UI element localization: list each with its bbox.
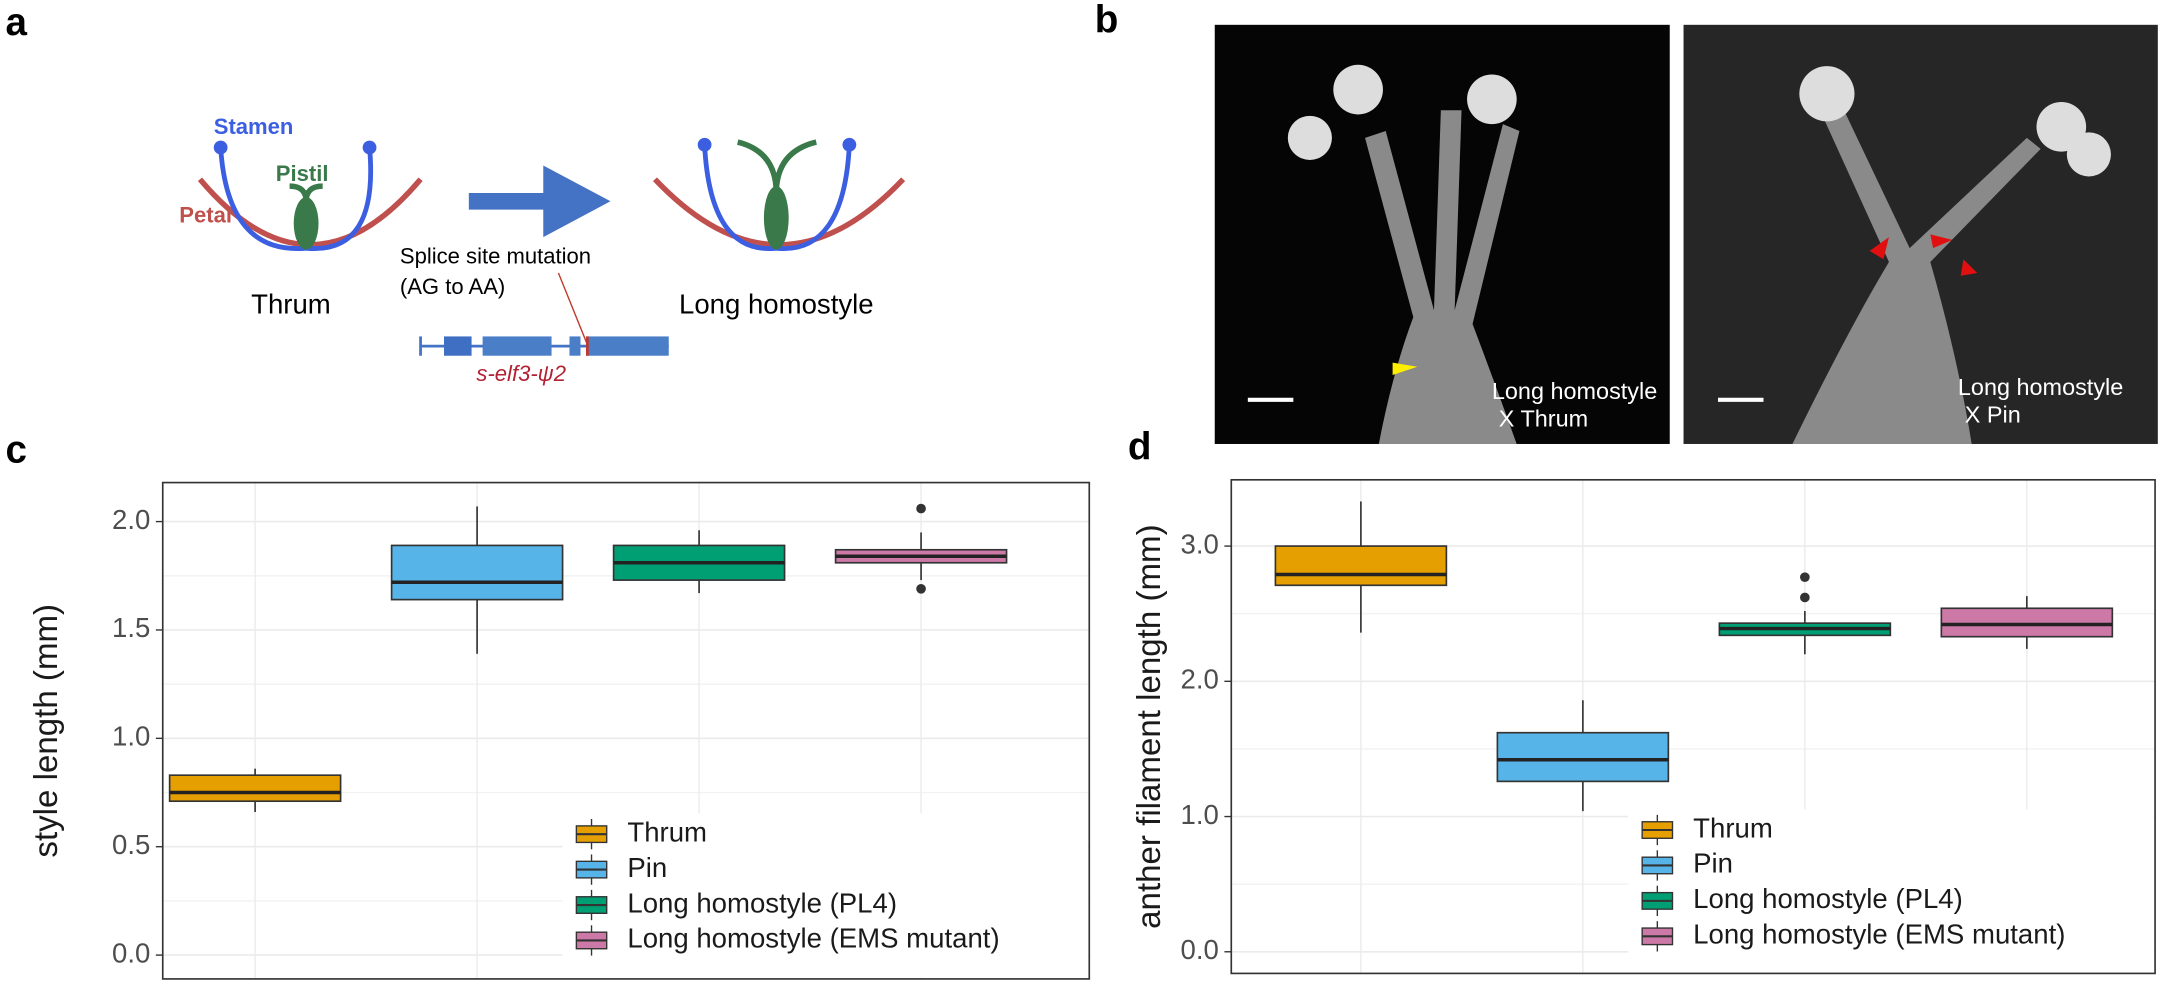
panel-label: a [6,1,28,44]
photo-label: X Pin [1965,402,2021,428]
label: Thrum [251,288,331,319]
legend-label: Long homostyle (EMS mutant) [627,923,999,954]
arrow [468,165,611,238]
box [1940,607,2114,638]
plot-border [161,481,1091,980]
label: Long homostyle [679,288,874,319]
anther [1799,66,1855,122]
legend-label: Pin [1693,848,1733,879]
anther [1333,64,1383,115]
photo-label: X Thrum [1499,406,1588,432]
y-tick-label: 2.0 [112,504,150,535]
panel-label: b [1095,0,1119,41]
arrowhead [1930,234,1953,249]
legend-label: Long homostyle (EMS mutant) [1693,919,2065,950]
outlier [916,583,926,594]
outlier [1800,572,1810,583]
outlier [916,503,926,514]
box [168,774,342,803]
anther [1467,74,1517,125]
diagram: Stamen Pistil Petal Thrum Long homostyle… [179,114,906,386]
flower [1792,103,2041,444]
legend-label: Thrum [627,816,707,847]
box [1496,731,1670,783]
y-axis-title: anther filament length (mm) [1131,524,1168,928]
label: Splice site mutation [400,244,591,269]
anther [213,140,228,155]
anther [362,140,377,155]
y-tick-label: 0.5 [112,829,150,860]
exon [586,336,669,356]
arrowhead [1960,259,1978,276]
legend-background [562,813,1088,978]
exon [444,336,472,356]
exon [569,336,581,356]
exon [482,336,552,356]
anther [1287,115,1332,160]
y-tick-label: 3.0 [1181,528,1219,559]
pistil [293,197,319,250]
anther [2066,132,2111,177]
legend-label: Pin [627,852,667,883]
pointer [557,272,589,345]
photos: Long homostyle X Thrum Long homostyle X … [1214,24,2158,444]
photo-label: Long homostyle [1958,374,2123,400]
outlier [1800,592,1810,603]
pistil [763,186,789,250]
arrowhead [1869,237,1889,260]
y-tick-label: 0.0 [1181,934,1219,965]
y-tick-label: 2.0 [1181,664,1219,695]
style [736,139,817,194]
legend-label: Long homostyle (PL4) [627,887,897,918]
label: Pistil [276,161,329,186]
style [289,183,323,202]
label: s-elf3-ψ2 [476,361,566,386]
box [1274,545,1448,587]
legend-background [1628,809,2154,973]
y-tick-label: 1.0 [1181,799,1219,830]
label: Stamen [214,114,294,139]
arrowhead [1392,362,1418,376]
legend-label: Thrum [1693,812,1773,843]
plot-border [1230,478,2156,975]
label: Petal [179,202,232,227]
photo-label: Long homostyle [1492,378,1657,404]
y-axis-title: style length (mm) [28,604,65,858]
legend-label: Long homostyle (PL4) [1693,883,1963,914]
anther [842,137,857,152]
box [390,544,564,601]
y-tick-label: 0.0 [112,937,150,968]
panel-label: c [6,428,27,471]
y-tick-label: 1.5 [112,612,150,643]
panel-label: d [1128,426,1152,469]
label: (AG to AA) [400,274,505,299]
flower [1365,110,1520,444]
y-tick-label: 1.0 [112,721,150,752]
anther [697,137,712,152]
